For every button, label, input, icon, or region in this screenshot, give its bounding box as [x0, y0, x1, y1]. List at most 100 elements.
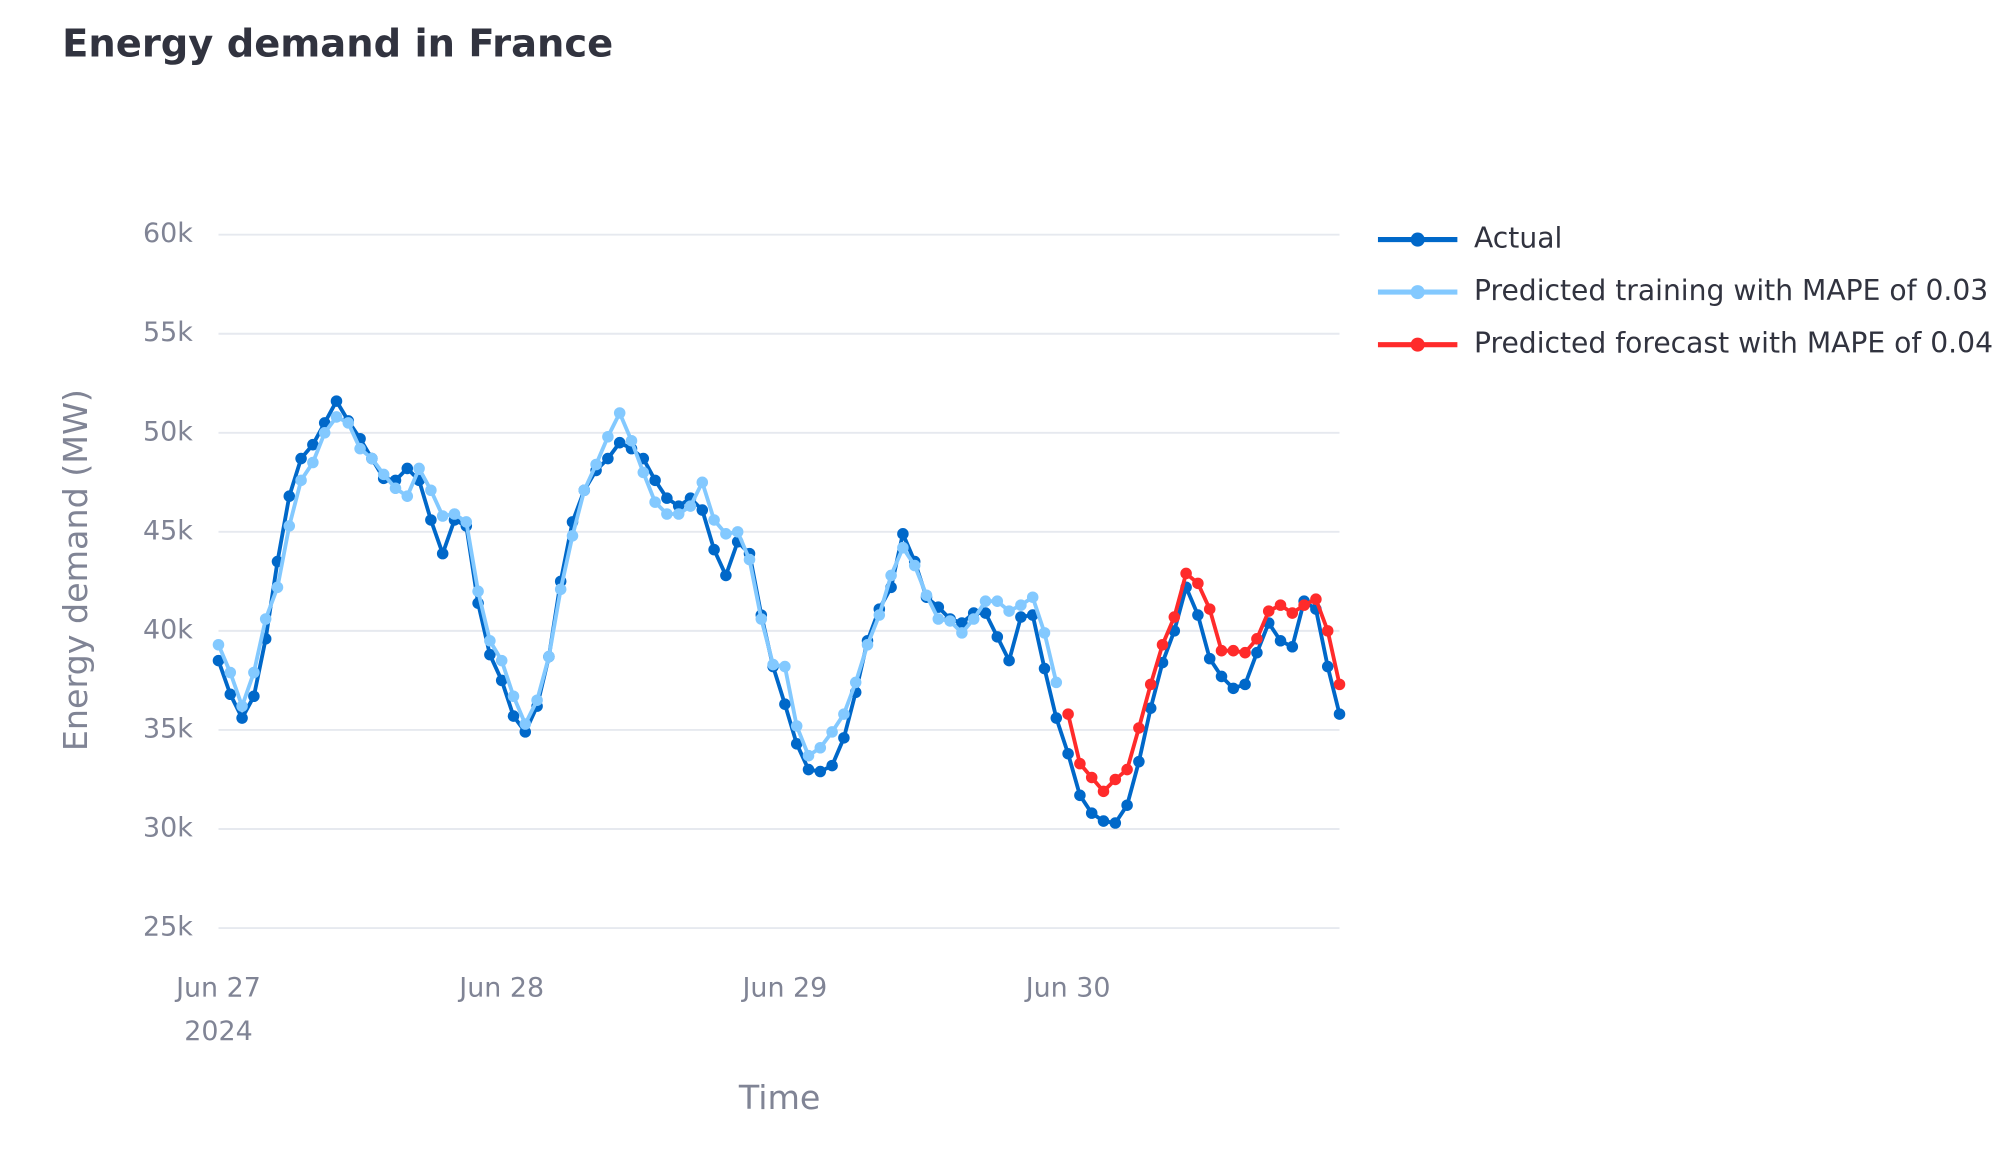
legend-label[interactable]: Actual	[1474, 222, 1562, 255]
data-point	[543, 650, 555, 663]
data-point	[1180, 567, 1192, 580]
data-point	[436, 547, 449, 560]
data-point	[1074, 789, 1086, 802]
data-point	[779, 698, 791, 710]
legend-marker[interactable]	[1410, 337, 1425, 352]
data-point	[1192, 609, 1204, 621]
x-tick-label: Jun 30	[1024, 973, 1111, 1004]
data-point	[1026, 609, 1039, 621]
data-point	[295, 474, 307, 487]
data-point	[531, 694, 543, 706]
data-point	[236, 712, 248, 724]
legend-label[interactable]: Predicted forecast with MAPE of 0.04	[1474, 327, 1993, 360]
data-point	[672, 508, 685, 520]
data-point	[991, 631, 1004, 643]
data-point	[956, 627, 968, 639]
data-point	[649, 496, 661, 508]
data-point	[802, 749, 815, 762]
x-tick-sublabel: 2024	[184, 1016, 252, 1047]
data-point	[283, 490, 296, 502]
data-point	[401, 490, 414, 502]
data-point	[389, 482, 402, 495]
legend-marker[interactable]	[1410, 232, 1425, 247]
x-axis-title: Time	[738, 1078, 821, 1117]
data-point	[1085, 807, 1098, 819]
data-point	[1038, 627, 1051, 639]
data-point	[495, 654, 508, 667]
data-point	[519, 718, 532, 730]
data-point	[1038, 662, 1051, 675]
legend-marker[interactable]	[1410, 285, 1425, 300]
data-point	[1262, 605, 1275, 617]
data-point	[484, 635, 496, 647]
data-point	[295, 452, 307, 465]
data-point	[1062, 708, 1074, 720]
data-point	[790, 720, 803, 732]
data-point	[307, 438, 319, 451]
data-point	[1215, 670, 1228, 683]
y-axis-title: Energy demand (MW)	[56, 389, 95, 751]
data-point	[1156, 638, 1169, 651]
data-point	[425, 514, 437, 526]
data-point	[696, 504, 709, 516]
data-point	[212, 638, 225, 651]
data-point	[1050, 676, 1063, 689]
data-point	[1168, 611, 1181, 623]
data-point	[849, 676, 862, 689]
data-point	[779, 660, 791, 673]
data-point	[1203, 603, 1216, 615]
data-point	[472, 585, 484, 598]
y-tick-label: 35k	[143, 713, 193, 744]
data-point	[590, 458, 602, 471]
legend-label[interactable]: Predicted training with MAPE of 0.03	[1474, 274, 1988, 307]
data-point	[1321, 625, 1334, 637]
x-tick-label: Jun 27	[174, 973, 261, 1004]
x-tick-label: Jun 28	[457, 973, 544, 1004]
data-point	[1251, 633, 1263, 645]
data-point	[661, 508, 673, 520]
data-point	[613, 407, 626, 419]
data-point	[495, 674, 508, 687]
data-point	[1333, 678, 1346, 691]
data-point	[814, 741, 827, 754]
data-point	[224, 688, 237, 701]
data-point	[248, 690, 260, 703]
data-point	[1239, 678, 1251, 691]
data-point	[1015, 611, 1027, 623]
series-line	[216, 411, 1059, 758]
data-point	[366, 452, 378, 465]
data-point	[838, 708, 850, 720]
data-point	[1121, 799, 1133, 811]
data-point	[436, 510, 449, 522]
data-point	[484, 648, 496, 661]
data-point	[1227, 682, 1240, 695]
data-point	[684, 500, 697, 512]
data-point	[613, 436, 626, 449]
data-point	[625, 434, 638, 447]
data-point	[1097, 815, 1110, 827]
data-point	[826, 759, 838, 772]
data-point	[460, 516, 473, 528]
data-point	[1286, 607, 1299, 619]
y-tick-label: 30k	[143, 812, 193, 843]
data-point	[908, 559, 921, 572]
data-point	[814, 765, 827, 778]
data-point	[1215, 644, 1228, 657]
data-point	[1227, 644, 1240, 657]
data-point	[743, 553, 756, 566]
plot-area	[212, 395, 1346, 829]
y-tick-label: 45k	[143, 515, 193, 546]
data-point	[897, 528, 909, 540]
data-point	[224, 666, 237, 679]
y-tick-label: 55k	[143, 317, 193, 348]
data-point	[307, 456, 319, 469]
data-point	[1298, 599, 1310, 611]
data-point	[767, 658, 779, 671]
data-point	[1144, 702, 1157, 714]
data-point	[1026, 591, 1039, 603]
data-point	[1321, 660, 1334, 673]
data-point	[566, 530, 579, 542]
data-point	[602, 452, 614, 465]
legend: Actual Predicted training with MAPE of 0.…	[1377, 222, 1993, 360]
